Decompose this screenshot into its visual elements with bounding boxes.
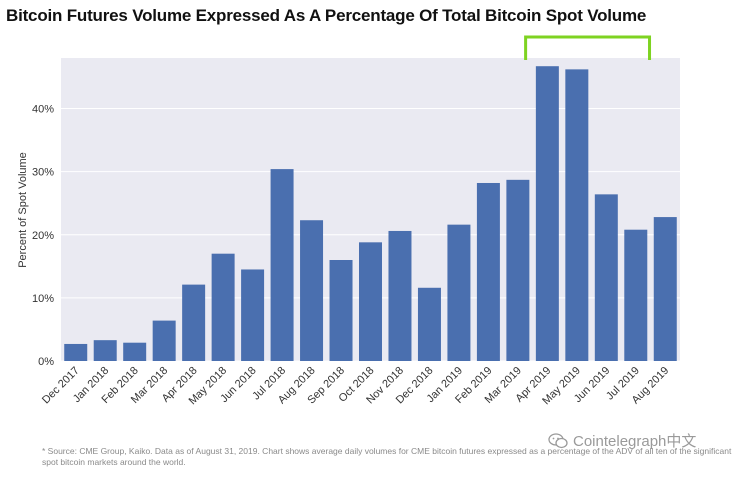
bar [300,220,324,361]
bar [535,66,559,362]
highlight-bracket [524,35,652,60]
bar [417,287,441,361]
footnote: * Source: CME Group, Kaiko. Data as of A… [42,446,732,467]
bar [565,69,589,362]
bar [123,342,147,361]
bar [476,182,500,361]
y-axis-ticks: 0% 10% 20% 30% 40% [32,104,54,369]
y-tick-label: 0% [38,356,54,368]
bar [624,229,648,361]
chart-title: Bitcoin Futures Volume Expressed As A Pe… [6,6,647,25]
y-tick-label: 10% [32,293,54,305]
bar [182,284,206,361]
bar [211,253,235,361]
bars [64,66,677,362]
bar [241,269,265,361]
wechat-icon [548,432,568,448]
bar [594,194,618,361]
bar [152,320,176,361]
bar [359,242,382,361]
watermark: Cointelegraph中文 [548,430,696,451]
bar [270,169,294,361]
watermark-text: Cointelegraph中文 [573,433,697,450]
bar [506,179,530,361]
y-tick-label: 30% [32,167,54,179]
y-tick-label: 40% [32,104,54,116]
bar [653,217,677,361]
y-axis-label: Percent of Spot Volume [17,152,29,268]
bar [64,343,88,361]
bar [388,230,412,361]
bar [329,260,353,361]
bar [93,340,117,361]
y-tick-label: 20% [32,230,54,242]
bar [447,224,471,361]
